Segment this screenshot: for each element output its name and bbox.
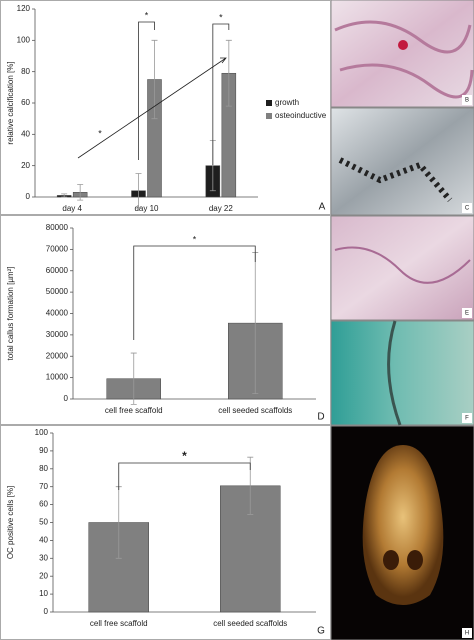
image-c (330, 107, 474, 216)
significance-bracket (212, 23, 230, 165)
image-f (330, 320, 474, 426)
image-e (330, 215, 474, 321)
micrographs (330, 0, 474, 640)
panel-label: G (317, 626, 325, 637)
y-tick-label: 20000 (46, 351, 69, 360)
significance-mark: * (182, 449, 187, 463)
y-tick-label: 40 (21, 129, 30, 138)
y-tick-label: 60 (21, 98, 30, 107)
x-tick-label: cell free scaffold (105, 406, 163, 415)
y-tick-label: 20 (39, 571, 48, 580)
significance-bracket (133, 245, 256, 340)
error-bar (77, 184, 84, 201)
significance-mark: * (193, 234, 197, 244)
y-tick-label: 70 (39, 482, 48, 491)
error-bar (225, 39, 232, 107)
panel-frames (0, 0, 331, 640)
image-label: H (465, 631, 469, 637)
x-tick-label: day 10 (134, 204, 159, 213)
significance-mark: * (98, 128, 102, 138)
tissue (334, 246, 471, 284)
image-label: F (465, 416, 469, 422)
image-label-box (462, 203, 472, 213)
y-axis-label: total callus formation [µm²] (6, 267, 15, 361)
stain (338, 157, 453, 202)
error-bar (61, 193, 68, 198)
y-tick-label: 50000 (46, 287, 69, 296)
panel-label: D (317, 412, 324, 423)
significance-bracket (138, 21, 155, 160)
image-label-box (462, 308, 472, 318)
y-tick-label: 0 (64, 394, 69, 403)
panel-label: A (319, 202, 326, 213)
x-tick-label: cell seeded scaffolds (213, 619, 287, 628)
y-axis-label: OC positive cells [%] (6, 486, 15, 559)
tissue (334, 20, 474, 99)
panel-frame (0, 215, 331, 425)
legend-label: growth (275, 98, 299, 107)
error-bar (130, 352, 137, 405)
error-bar (135, 173, 142, 209)
significance-bracket (118, 462, 251, 490)
image-label: E (465, 311, 469, 317)
tissue (387, 320, 402, 426)
y-tick-label: 80000 (46, 223, 69, 232)
y-tick-label: 60000 (46, 266, 69, 275)
x-tick-label: day 22 (209, 204, 234, 213)
y-tick-label: 60 (39, 500, 48, 509)
image-label: B (465, 98, 469, 104)
y-tick-label: 100 (17, 35, 31, 44)
y-axis-label: relative calcification [%] (6, 61, 15, 144)
legend-label: osteoinductive (275, 111, 327, 120)
image-label: C (465, 206, 470, 212)
skull-orbit (383, 550, 399, 570)
image-label-box (462, 628, 472, 638)
significance-mark: * (219, 12, 223, 22)
significance-mark: * (145, 10, 149, 20)
y-tick-label: 120 (17, 4, 31, 13)
y-tick-label: 50 (39, 518, 48, 527)
skull-orbit (407, 550, 423, 570)
x-tick-label: day 4 (62, 204, 82, 213)
y-tick-label: 80 (39, 464, 48, 473)
y-tick-label: 40 (39, 536, 48, 545)
trend-arrow (77, 57, 227, 159)
x-tick-label: cell seeded scaffolds (218, 406, 292, 415)
panel-frame (0, 0, 331, 215)
y-tick-label: 100 (35, 428, 49, 437)
skull (362, 445, 444, 605)
y-tick-label: 10000 (46, 373, 69, 382)
image-label-box (462, 95, 472, 105)
y-tick-label: 70000 (46, 244, 69, 253)
image-label-box (462, 413, 472, 423)
y-tick-label: 90 (39, 446, 48, 455)
y-tick-label: 0 (44, 607, 49, 616)
y-tick-label: 40000 (46, 309, 69, 318)
stain (398, 40, 408, 50)
legend-swatch (266, 100, 272, 106)
y-tick-label: 0 (26, 192, 31, 201)
error-bar (151, 39, 158, 120)
image-b (330, 0, 474, 108)
y-tick-label: 30000 (46, 330, 69, 339)
x-tick-label: cell free scaffold (90, 619, 148, 628)
panel-frame (0, 425, 331, 640)
y-tick-label: 80 (21, 67, 30, 76)
legend-swatch (266, 113, 272, 119)
y-tick-label: 20 (21, 161, 30, 170)
y-tick-label: 10 (39, 589, 48, 598)
y-tick-label: 30 (39, 553, 48, 562)
